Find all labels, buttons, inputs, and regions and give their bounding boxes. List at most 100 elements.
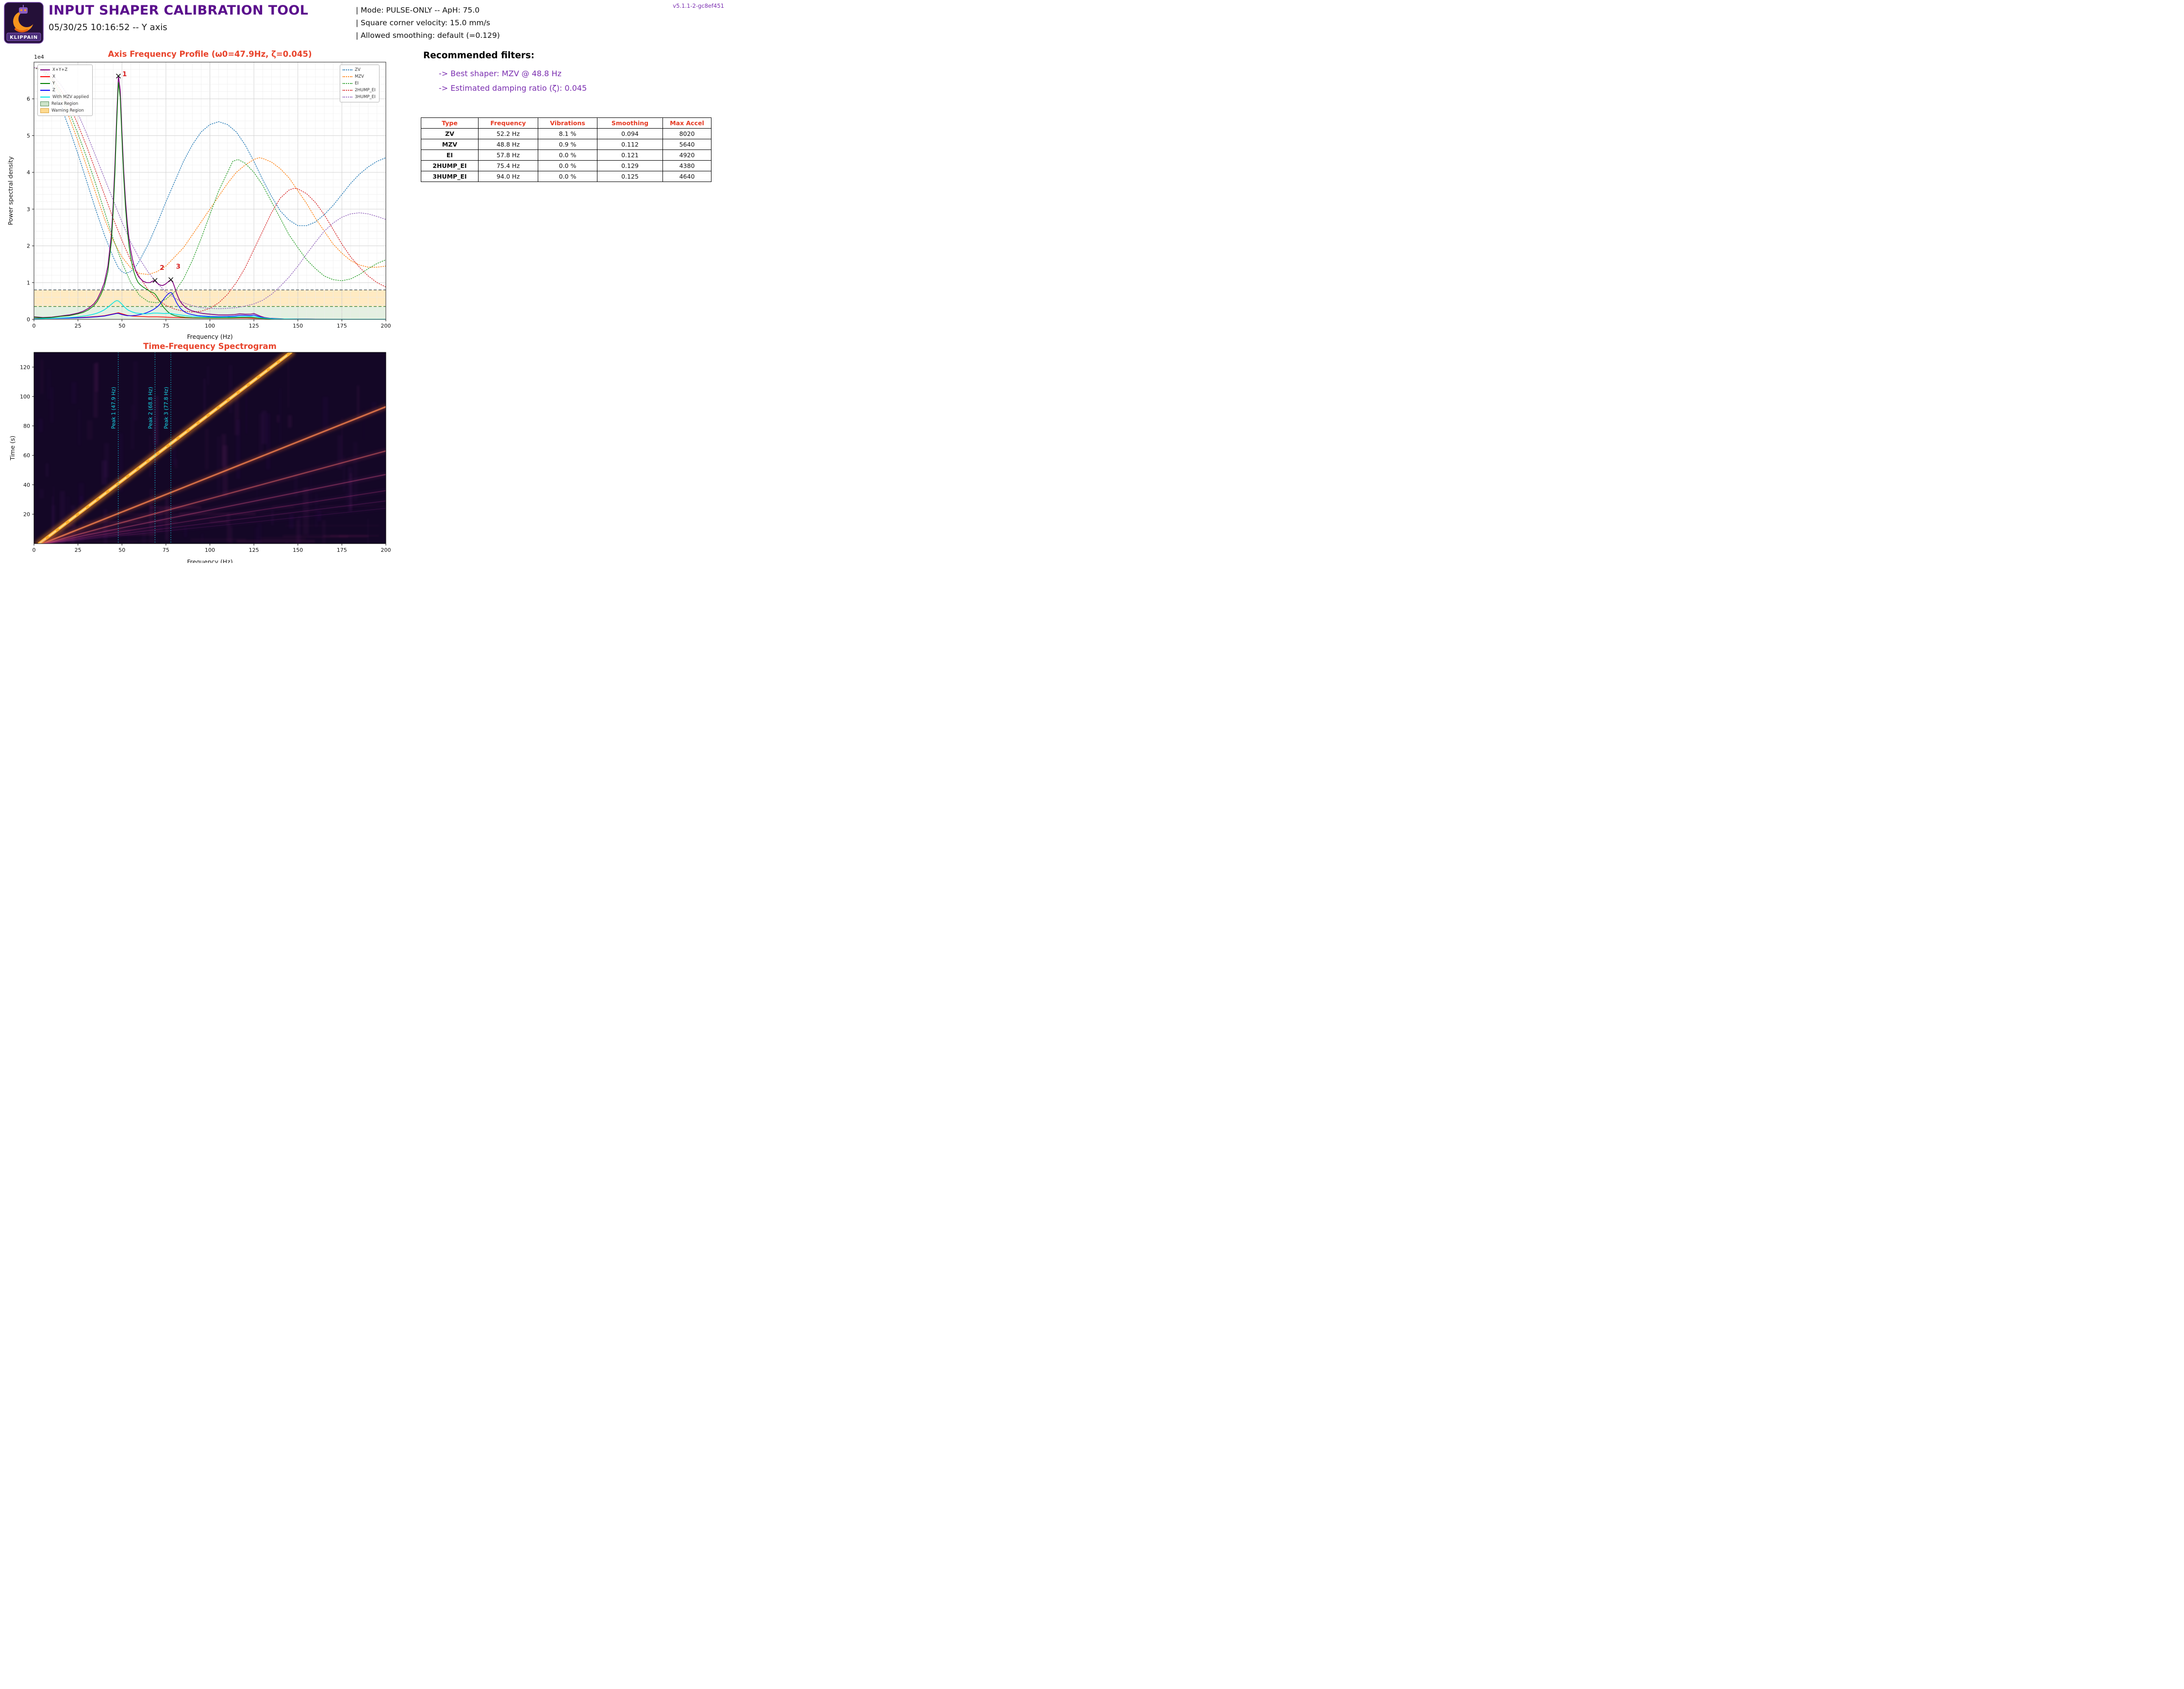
svg-text:100: 100 — [205, 547, 215, 553]
psd-legend-left-entry-x+y+z: X+Y+Z — [40, 66, 89, 73]
svg-text:6: 6 — [27, 96, 30, 102]
psd-peak-label-1: 1 — [122, 70, 127, 78]
psd-legend-right-entry-zv: ZV — [343, 66, 376, 73]
filters-cell-1-0: MZV — [421, 139, 479, 150]
spectrogram-sweep-6 — [44, 508, 386, 544]
psd-legend-left-sample — [40, 97, 50, 98]
logo-swirl-cut — [18, 11, 35, 27]
filters-col-smoothing: Smoothing — [597, 117, 663, 129]
info-line-scv: | Square corner velocity: 15.0 mm/s — [356, 18, 490, 27]
psd-legend-right-entry-ei: EI — [343, 80, 376, 87]
psd-legend-left-entry-with-mzv-applied: With MZV applied — [40, 94, 89, 100]
psd-series-2hump_ei — [34, 67, 386, 313]
filters-cell-4-1: 94.0 Hz — [478, 171, 538, 182]
svg-text:25: 25 — [75, 547, 82, 553]
filters-cell-4-4: 4640 — [662, 171, 711, 182]
psd-legend-right-sample — [343, 90, 352, 91]
recommendation-damping-ratio: -> Estimated damping ratio (ζ): 0.045 — [439, 83, 587, 93]
filters-row-3hump_ei: 3HUMP_EI 94.0 Hz 0.0 % 0.125 4640 — [421, 171, 711, 182]
filters-cell-0-1: 52.2 Hz — [478, 128, 538, 139]
filters-cell-1-2: 0.9 % — [538, 139, 597, 150]
psd-title: Axis Frequency Profile (ω0=47.9Hz, ζ=0.0… — [108, 50, 312, 59]
recommendation-best-shaper: -> Best shaper: MZV @ 48.8 Hz — [439, 69, 562, 78]
spectrogram-sweep-1 — [42, 406, 386, 544]
psd-series-z — [34, 292, 386, 319]
psd-legend-right-sample — [343, 83, 352, 84]
psd-legend-left-entry-relax-region: Relax Region — [40, 100, 89, 107]
filters-table: Type Frequency Vibrations Smoothing Max Acce… — [421, 117, 711, 182]
psd-legend-left-entry-x: X — [40, 73, 89, 80]
filters-cell-0-4: 8020 — [662, 128, 711, 139]
spectrogram-peak-label-3: Peak 3 (77.8 Hz) — [164, 387, 169, 429]
psd-peak-marker-3 — [168, 277, 173, 282]
filters-cell-4-0: 3HUMP_EI — [421, 171, 479, 182]
spectrogram-sweep-5 — [44, 500, 386, 544]
psd-legend-right-entry-2hump_ei: 2HUMP_EI — [343, 87, 376, 94]
logo-banner — [6, 33, 41, 41]
filters-cell-0-0: ZV — [421, 128, 479, 139]
psd-legend-left-sample — [40, 83, 50, 84]
svg-text:100: 100 — [205, 323, 215, 329]
svg-text:150: 150 — [293, 547, 303, 553]
filters-cell-4-2: 0.0 % — [538, 171, 597, 182]
psd-peak-marker-2 — [152, 278, 158, 283]
spectrogram-chart-svg: Peak 1 (47.9 Hz) Peak 2 (68.8 Hz) Peak 3 (… — [9, 352, 391, 563]
psd-series-y — [34, 82, 386, 319]
psd-legend-left-label: Y — [52, 81, 55, 86]
psd-legend-right-sample — [343, 76, 352, 78]
svg-text:150: 150 — [293, 323, 303, 329]
psd-legend-left: X+Y+Z X Y Z With MZV applied Relax Region Warn… — [37, 65, 93, 116]
psd-ticks: 0 25 50 75 100 125 150 175 200 0 1 2 3 4 5 6 — [27, 96, 391, 329]
psd-legend-left-entry-z: Z — [40, 87, 89, 94]
psd-series-x+y+z — [34, 75, 386, 319]
page-title: INPUT SHAPER CALIBRATION TOOL — [49, 3, 309, 18]
svg-text:100: 100 — [20, 394, 30, 400]
info-line-smoothing: | Allowed smoothing: default (=0.129) — [356, 31, 500, 40]
psd-legend-right-label: 2HUMP_EI — [355, 88, 376, 93]
svg-text:50: 50 — [118, 547, 125, 553]
psd-legend-right-label: 3HUMP_EI — [355, 95, 376, 100]
svg-text:80: 80 — [23, 423, 30, 430]
psd-legend-left-sample — [40, 69, 50, 70]
spectrogram-canvas — [34, 352, 386, 544]
filters-row-zv: ZV 52.2 Hz 8.1 % 0.094 8020 — [421, 128, 711, 139]
psd-ylabel: Power spectral density — [7, 156, 14, 225]
psd-legend-left-entry-warning-region: Warning Region — [40, 107, 89, 114]
filters-cell-1-4: 5640 — [662, 139, 711, 150]
filters-cell-3-1: 75.4 Hz — [478, 160, 538, 171]
svg-text:200: 200 — [381, 323, 391, 329]
svg-text:5: 5 — [27, 132, 30, 139]
psd-legend-left-label: Relax Region — [51, 101, 79, 107]
svg-text:120: 120 — [20, 364, 30, 370]
psd-legend-right-sample — [343, 97, 352, 98]
spectrogram-sweep-2 — [44, 450, 386, 544]
spectrogram-peak-label-1: Peak 1 (47.9 Hz) — [111, 387, 117, 429]
spectrogram-sweep-3 — [44, 474, 386, 544]
svg-text:2: 2 — [27, 243, 30, 249]
svg-text:3: 3 — [27, 206, 30, 213]
svg-text:125: 125 — [249, 323, 259, 329]
svg-text:1: 1 — [27, 280, 30, 286]
logo-text: KLIPPAIN — [10, 35, 38, 40]
psd-legend-right-label: MZV — [355, 74, 364, 80]
klippain-logo: KLIPPAIN — [4, 2, 44, 44]
filters-cell-0-3: 0.094 — [597, 128, 663, 139]
page-subtitle: 05/30/25 10:16:52 -- Y axis — [49, 22, 167, 33]
psd-xlabel: Frequency (Hz) — [187, 333, 232, 340]
filters-cell-2-4: 4920 — [662, 149, 711, 161]
psd-series-x — [34, 312, 386, 319]
psd-legend-left-label: Z — [52, 88, 55, 93]
logo-robot-eye-left — [20, 9, 22, 11]
psd-legend-left-sample — [40, 76, 50, 78]
filters-row-mzv: MZV 48.8 Hz 0.9 % 0.112 5640 — [421, 139, 711, 150]
psd-legend-left-label: With MZV applied — [52, 95, 89, 100]
spectrogram-sweep-4 — [44, 490, 386, 544]
psd-peak-label-2: 2 — [160, 264, 164, 272]
svg-text:50: 50 — [118, 323, 125, 329]
svg-text:40: 40 — [23, 482, 30, 488]
svg-text:60: 60 — [23, 452, 30, 459]
filters-col-type: Type — [421, 117, 479, 129]
filters-cell-1-1: 48.8 Hz — [478, 139, 538, 150]
filters-cell-2-2: 0.0 % — [538, 149, 597, 161]
filters-cell-2-0: EI — [421, 149, 479, 161]
